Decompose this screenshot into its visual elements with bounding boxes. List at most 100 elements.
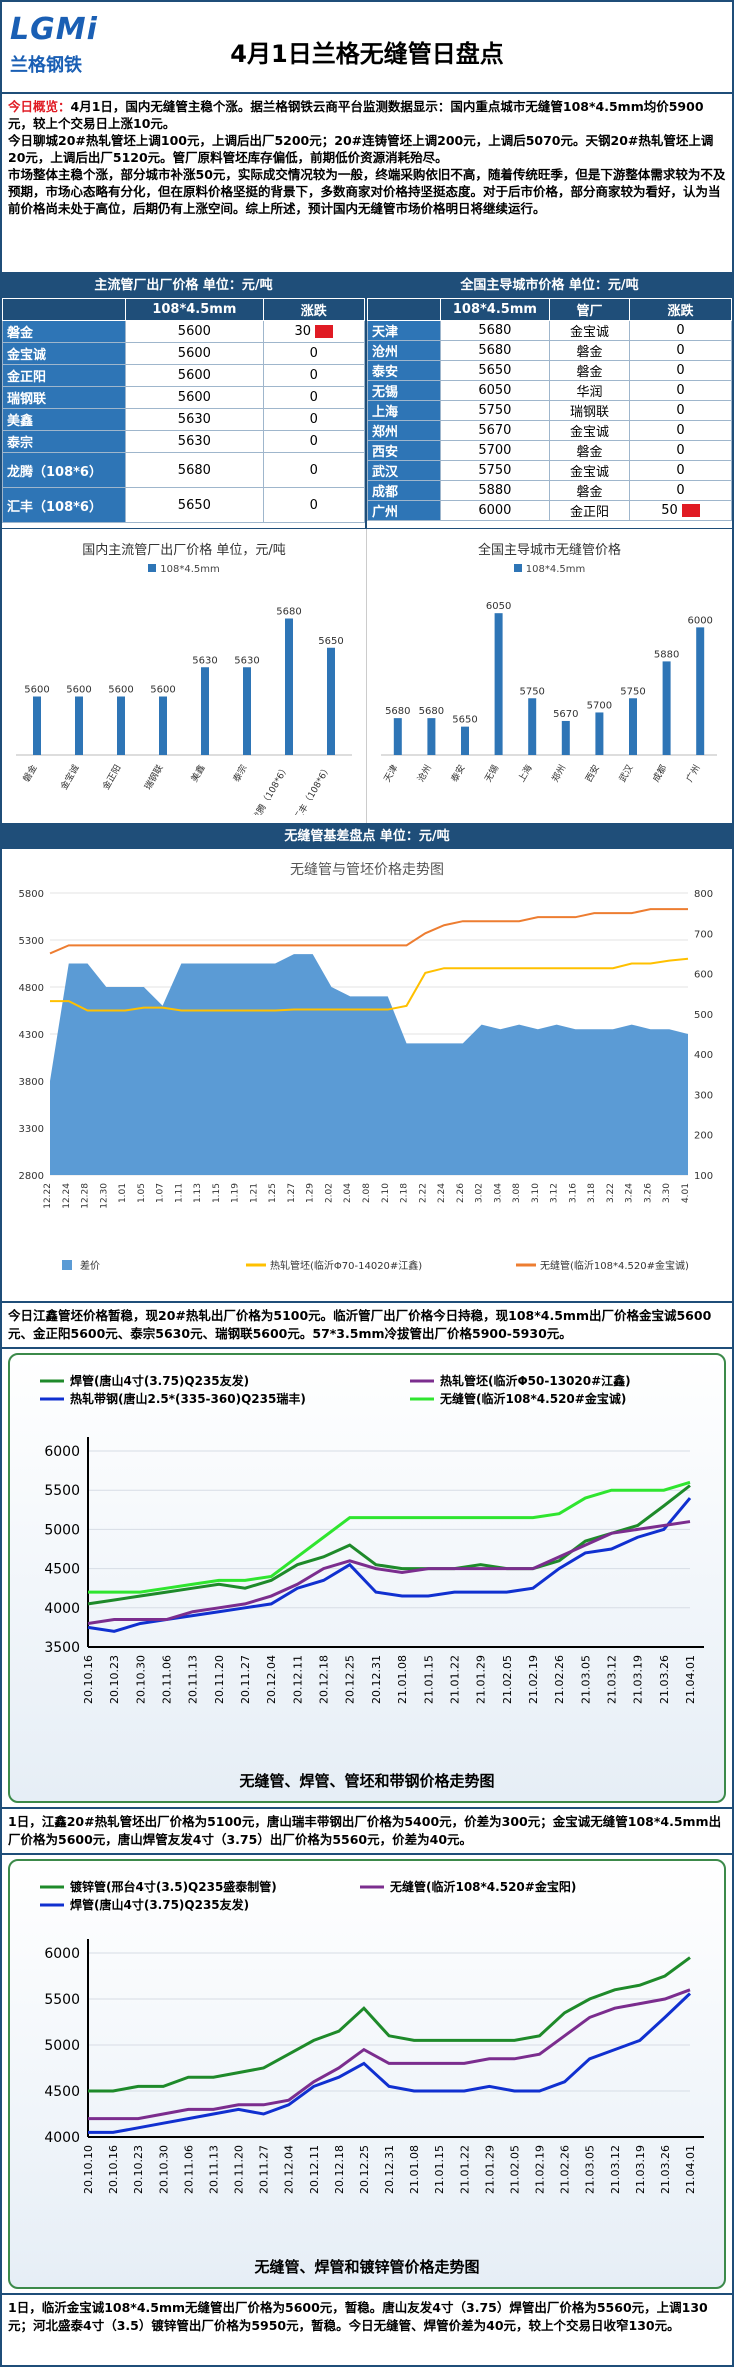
bar-value-label: 5680 (276, 607, 301, 618)
y-tick-label: 5000 (44, 2038, 80, 2054)
mill-name: 美鑫 (1, 408, 127, 431)
series-line (88, 1988, 691, 2121)
bar-value-label: 5650 (318, 636, 343, 647)
x-tick-label: 1.11 (174, 1183, 184, 1203)
city-mill: 金正阳 (548, 500, 631, 521)
category-label: 金宝诚 (58, 763, 82, 792)
series-line (87, 1484, 691, 1606)
y-tick-label: 4000 (44, 2130, 80, 2146)
city-table-row: 广州 6000 金正阳 50 (367, 500, 732, 521)
mill-change-cell: 0 (262, 386, 366, 409)
bar (393, 718, 402, 755)
city-name: 成都 (367, 480, 441, 501)
city-change-cell: 0 (629, 460, 732, 481)
legend-label: 镀锌管(邢台4寸(3.5)Q235盛泰制管) (70, 1879, 277, 1894)
y-tick-label: 4000 (44, 1601, 80, 1617)
y-tick-label: 5000 (44, 1522, 80, 1538)
x-tick-label: 21.01.08 (396, 1655, 409, 1704)
city-price: 5750 (439, 400, 550, 421)
city-price: 5680 (439, 340, 550, 361)
city-table-row: 无锡 6050 华润 0 (367, 380, 732, 401)
city-change: 0 (676, 463, 685, 478)
galv-caption: 无缝管、焊管和镀锌管价格走势图 (254, 2258, 480, 2276)
x-tick-label: 21.01.22 (458, 2145, 471, 2194)
x-tick-label: 1.19 (231, 1183, 241, 1203)
x-tick-label: 20.10.23 (108, 1655, 121, 1704)
mill-table-row: 金宝诚 5600 0 (1, 342, 366, 365)
category-label: 磐金 (20, 763, 39, 785)
city-table-row: 郑州 5670 金宝诚 0 (367, 420, 732, 441)
x-tick-label: 20.11.20 (233, 2145, 246, 2194)
bar-value-label: 5600 (66, 685, 91, 696)
x-tick-label: 20.11.27 (258, 2145, 271, 2194)
city-change-cell: 0 (629, 360, 732, 381)
bar (629, 698, 637, 755)
y-tick-label: 6000 (44, 1444, 80, 1460)
bar (461, 726, 469, 755)
x-tick-label: 2.18 (400, 1183, 410, 1203)
category-label: 金正阳 (100, 763, 124, 792)
bar (528, 698, 537, 755)
y-tick-label: 4500 (44, 1562, 80, 1578)
city-table-row: 天津 5680 金宝诚 0 (367, 320, 732, 341)
mill-name: 磐金 (1, 320, 127, 343)
right-tick-label: 100 (694, 1171, 713, 1182)
spread-area (50, 954, 688, 1175)
y-tick-label: 5500 (44, 1992, 80, 2008)
multi-price-chart-frame: 3500 4000 4500 5000 5500 6000 20.10.16 20.10.23… (8, 1353, 726, 1803)
x-tick-label: 21.01.08 (408, 2145, 421, 2194)
x-tick-label: 1.05 (137, 1183, 147, 1203)
x-tick-label: 21.03.12 (605, 1655, 618, 1704)
city-change-cell: 0 (629, 320, 732, 341)
x-tick-label: 1.01 (118, 1183, 128, 1203)
x-tick-label: 21.02.26 (559, 2145, 572, 2194)
mill-price: 5680 (125, 452, 264, 488)
overview-section: 今日概览：4月1日，国内无缝管主稳个涨。据兰格钢铁云商平台监测数据显示：国内重点… (2, 94, 732, 274)
overview-p1: 4月1日，国内无缝管主稳个涨。据兰格钢铁云商平台监测数据显示：国内重点城市无缝管… (8, 99, 704, 131)
city-mill: 磐金 (548, 440, 631, 461)
city-name: 沧州 (367, 340, 441, 361)
mill-price: 5600 (125, 364, 264, 387)
x-tick-label: 1.25 (268, 1183, 278, 1203)
x-tick-label: 20.12.25 (358, 2145, 371, 2194)
mill-change-cell: 0 (262, 452, 366, 488)
x-tick-label: 20.10.10 (82, 2145, 95, 2194)
x-tick-label: 20.11.06 (182, 2145, 195, 2194)
city-mill: 磐金 (548, 340, 631, 361)
x-tick-label: 21.03.12 (609, 2145, 622, 2194)
city-name: 泰安 (367, 360, 441, 381)
bar-value-label: 5630 (192, 655, 217, 666)
report-header: LGMi 兰格钢铁 4月1日兰格无缝管日盘点 (2, 2, 732, 94)
city-mill: 金宝诚 (548, 460, 631, 481)
series-line (87, 1520, 691, 1625)
mill-table-row: 金正阳 5600 0 (1, 364, 366, 387)
mill-table-row: 龙腾（108*6） 5680 0 (1, 452, 366, 488)
overview-p3: 市场整体主稳个涨，部分城市补涨50元，实际成交情况较为一般，终端采购依旧不高，随… (8, 167, 726, 216)
x-tick-label: 20.10.30 (134, 1655, 147, 1704)
mill-bar-panel: 国内主流管厂出厂价格 单位，元/吨 108*4.5mm 5600 磐金 5600 金宝… (2, 529, 367, 823)
x-tick-label: 20.12.18 (333, 2145, 346, 2194)
left-tick-label: 5800 (19, 889, 44, 900)
mill-change: 30 (294, 324, 334, 339)
bar-value-label: 6050 (486, 601, 511, 612)
bar-value-label: 5750 (519, 686, 544, 697)
city-mill: 金宝诚 (548, 420, 631, 441)
category-label: 西安 (583, 763, 602, 785)
x-tick-label: 3.04 (493, 1183, 503, 1203)
x-tick-label: 20.11.20 (213, 1655, 226, 1704)
x-tick-label: 1.07 (156, 1183, 166, 1203)
legend-label: 无缝管(临沂108*4.520#金宝诚) (439, 1391, 626, 1406)
mill-col-blank (1, 298, 127, 321)
city-table-row: 武汉 5750 金宝诚 0 (367, 460, 732, 481)
bar-value-label: 5670 (553, 709, 578, 720)
overview-p2: 今日聊城20#热轧管坯上调100元，上调后出厂5200元；20#连铸管坯上调20… (8, 133, 714, 165)
city-bar-legend: 108*4.5mm (367, 564, 732, 575)
spread-paragraph: 1日，江鑫20#热轧管坯出厂价格为5100元，唐山瑞丰带钢出厂价格为5400元，… (2, 1807, 732, 1855)
mill-price: 5600 (125, 320, 264, 343)
x-tick-label: 3.24 (625, 1183, 635, 1203)
left-tick-label: 3800 (19, 1077, 44, 1088)
right-tick-label: 400 (694, 1050, 713, 1061)
city-mill: 瑞钢联 (548, 400, 631, 421)
bar-value-label: 5600 (108, 685, 133, 696)
bar (201, 667, 209, 755)
